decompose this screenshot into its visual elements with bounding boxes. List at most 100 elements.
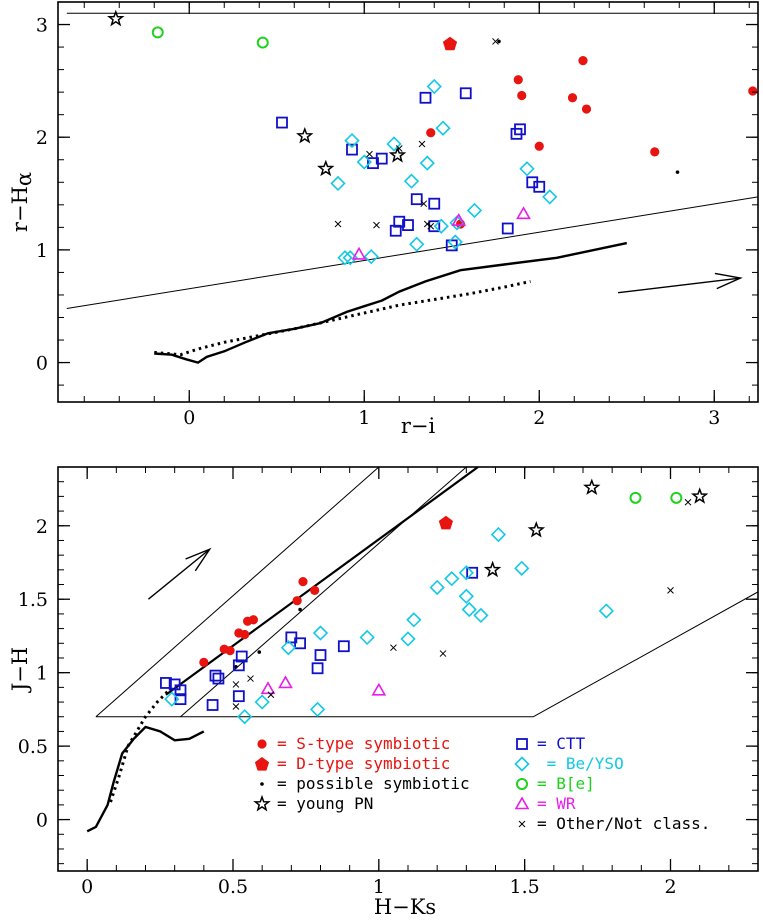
legend-item-young-pn: = young PN	[253, 794, 373, 813]
bottom-point-be-yso	[406, 612, 422, 628]
top-point-be-yso	[542, 189, 558, 205]
bottom-x-tick-label: 2	[664, 876, 676, 898]
top-point-be-yso	[447, 234, 463, 250]
bottom-point-other	[267, 691, 275, 699]
top-point-be-yso	[426, 78, 442, 95]
bottom-point-s-symbiotic	[199, 657, 209, 667]
top-y-tick-label: 1	[36, 240, 48, 262]
bottom-panel-h-ks-vs-j-h: 0 0.5 1 1.5 2 0 0.5 1 1.5 2 = S-type symbiotic = …	[8, 466, 759, 919]
bottom-point-be	[629, 491, 642, 504]
top-point-wr	[351, 246, 367, 260]
top-point-other	[423, 220, 431, 228]
top-point-ctt	[459, 87, 472, 100]
top-y-tick-label: 3	[36, 15, 48, 37]
bottom-y-tick-label: 0	[36, 810, 48, 832]
top-point-ctt	[533, 180, 546, 193]
top-point-s-symbiotic	[426, 128, 436, 138]
top-point-s-symbiotic	[748, 86, 758, 96]
top-axis-ticks: 0 1 2 3 0 1 2 3	[36, 1, 758, 429]
top-point-young-pn	[317, 159, 335, 177]
top-y-tick-label: 2	[36, 127, 48, 149]
top-point-be	[256, 36, 269, 49]
bottom-point-be-yso	[429, 579, 445, 596]
legend-symbol-young-pn	[253, 794, 271, 812]
top-point-s-symbiotic	[534, 141, 544, 151]
top-point-ctt	[389, 224, 402, 237]
top-point-other	[334, 220, 342, 228]
top-point-be-yso	[519, 161, 535, 177]
bottom-point-other	[390, 644, 397, 652]
top-point-wr	[516, 206, 531, 220]
bottom-point-young-pn	[583, 478, 601, 495]
top-point-be	[151, 26, 164, 39]
top-point-ctt	[419, 91, 432, 104]
bottom-point-be-yso	[458, 588, 474, 604]
top-point-ctt	[501, 222, 514, 235]
top-x-axis-label: r−i	[401, 414, 436, 438]
legend-label-d-type: = D-type symbiotic	[277, 754, 450, 773]
bottom-point-ctt	[337, 640, 350, 653]
top-point-be-yso	[466, 202, 483, 219]
top-point-possible-symbiotic	[675, 170, 680, 174]
legend-label-wr: = WR	[537, 794, 576, 813]
top-point-ctt	[393, 215, 406, 228]
bottom-point-be-yso	[312, 625, 329, 641]
legend-symbol-wr	[514, 796, 530, 810]
top-point-be-yso	[337, 250, 353, 266]
top-point-s-symbiotic	[650, 147, 660, 157]
reddening-band-line	[533, 591, 758, 718]
legend-symbol-d-symbiotic	[254, 757, 270, 771]
top-y-axis-label-base: r−H	[8, 186, 32, 232]
legend-symbol-other	[518, 820, 526, 828]
top-point-ctt	[375, 152, 388, 165]
bottom-point-other	[667, 587, 674, 594]
top-point-young-pn	[296, 126, 314, 144]
bottom-point-be-yso	[164, 691, 180, 707]
top-point-be-yso	[419, 155, 435, 171]
top-point-other	[492, 38, 499, 45]
bottom-point-ctt	[235, 650, 248, 663]
top-plot-frame	[57, 1, 759, 403]
legend-symbol-s-symbiotic	[257, 739, 267, 749]
bottom-point-ctt	[232, 690, 245, 703]
top-point-be-yso	[344, 132, 360, 149]
bottom-point-be-yso	[514, 560, 530, 576]
bottom-point-young-pn	[527, 521, 546, 538]
top-point-ctt	[276, 116, 288, 129]
bottom-point-be-yso	[598, 603, 614, 619]
legend-item-other: = Other/Not class.	[518, 814, 710, 833]
bottom-point-ctt	[294, 637, 306, 650]
bottom-point-ctt	[232, 659, 245, 672]
legend-item-be-yso: = Be/YSO	[514, 754, 624, 773]
legend-label-b-e: = B[e]	[537, 774, 595, 793]
bottom-point-young-pn	[690, 487, 709, 504]
top-point-be-yso	[386, 136, 402, 152]
bottom-point-be	[670, 491, 683, 504]
top-reddening-arrow	[617, 272, 743, 294]
top-point-possible-symbiotic	[497, 39, 501, 44]
legend-marker-d-type	[254, 757, 270, 771]
bottom-point-wr	[260, 681, 276, 695]
bottom-point-s-symbiotic	[248, 615, 259, 625]
bottom-plot-frame	[57, 466, 759, 872]
top-point-other	[420, 200, 428, 208]
halpha-selection-region	[66, 12, 758, 309]
bottom-point-be-yso	[309, 701, 326, 718]
bottom-point-other	[232, 703, 240, 710]
legend-marker-ctt	[516, 738, 528, 750]
top-x-tick-label: 1	[358, 407, 370, 429]
top-point-ctt	[514, 123, 526, 136]
top-y-axis-label-alpha: α	[12, 172, 36, 186]
bottom-point-wr	[371, 682, 387, 696]
bottom-plot-area	[86, 467, 758, 833]
legend-symbol-possible-symbiotic	[260, 782, 264, 786]
bottom-y-axis-label: J−H	[8, 647, 32, 693]
legend-symbol-be-yso	[514, 756, 530, 772]
top-point-be-yso	[330, 175, 346, 192]
legend-item-ctt: = CTT	[516, 734, 586, 753]
top-point-young-pn	[107, 9, 125, 27]
top-point-be-yso	[403, 173, 420, 189]
bottom-x-axis-label: H−Ks	[374, 895, 436, 919]
legend-label-ctt: = CTT	[537, 734, 586, 753]
